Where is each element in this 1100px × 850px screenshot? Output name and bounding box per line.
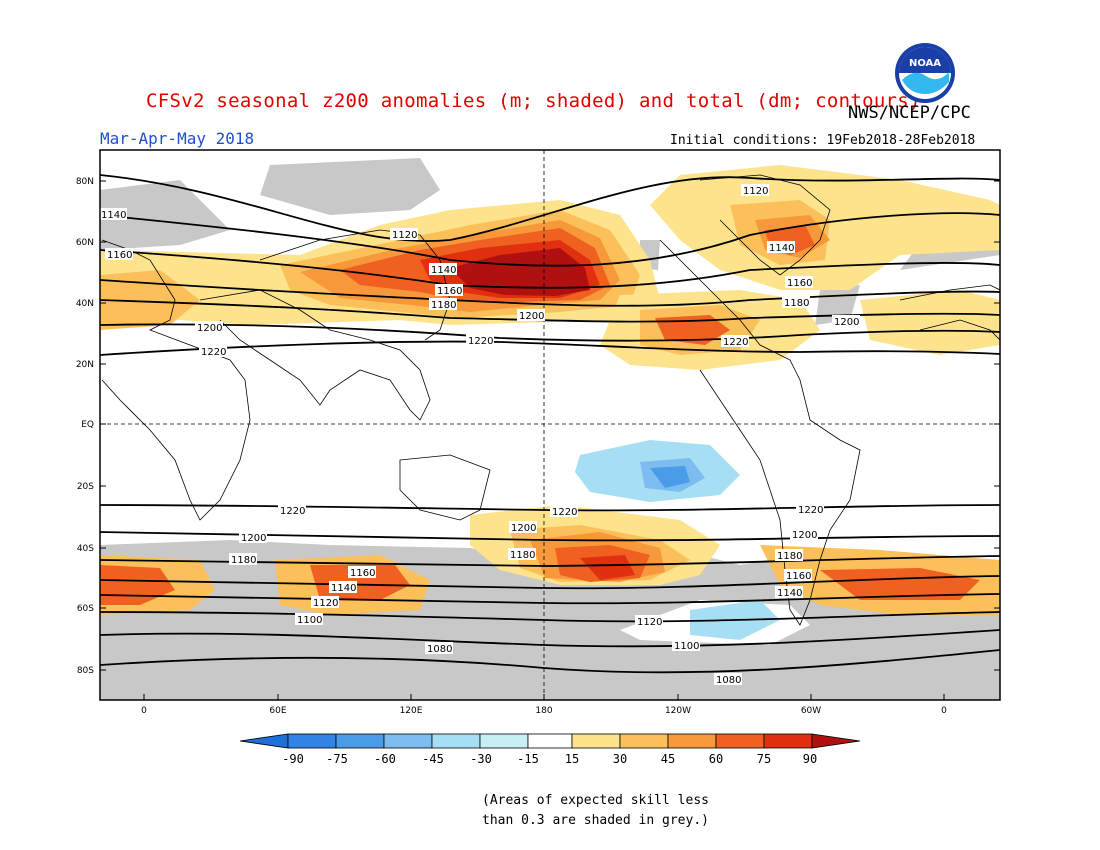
contour-label: 1180 <box>777 551 802 562</box>
contour-label: 1180 <box>510 550 535 561</box>
legend-tick: 45 <box>661 752 675 766</box>
legend-swatch <box>287 733 337 749</box>
contour-label: 1220 <box>468 336 493 347</box>
map-frame <box>99 149 1001 701</box>
legend-tick: -15 <box>517 752 539 766</box>
contour-label: 1220 <box>798 505 823 516</box>
contour-label: 1080 <box>716 675 741 686</box>
contour-label: 1120 <box>392 230 417 241</box>
legend-tick: -45 <box>422 752 444 766</box>
contour-label: 1160 <box>107 250 132 261</box>
contour-label: 1080 <box>427 644 452 655</box>
noaa-logo: NOAA <box>895 43 955 103</box>
contour-label: 1200 <box>792 530 817 541</box>
lat-label: 40N <box>76 299 94 309</box>
contour-label: 1180 <box>431 300 456 311</box>
legend-swatch <box>431 733 481 749</box>
contour-label: 1220 <box>552 507 577 518</box>
legend-tick: 60 <box>709 752 723 766</box>
lat-label: 60N <box>76 238 94 248</box>
contour-label: 1140 <box>331 583 356 594</box>
contour-label: 1140 <box>777 588 802 599</box>
legend-tick: 90 <box>803 752 817 766</box>
legend-swatch <box>571 733 621 749</box>
legend-tick: -75 <box>326 752 348 766</box>
lon-label: 0 <box>941 706 947 716</box>
contour-label: 1200 <box>511 523 536 534</box>
lon-label: 180 <box>535 706 552 716</box>
contour-label: 1160 <box>786 571 811 582</box>
contour-label: 1140 <box>101 210 126 221</box>
lon-label: 0 <box>141 706 147 716</box>
axis-labels: 80N 60N 40N 20N EQ 20S 40S 60S 80S 0 60E… <box>76 177 1000 716</box>
contour-label: 1180 <box>784 298 809 309</box>
legend-tick: 75 <box>757 752 771 766</box>
contour-labels: 1140 1160 1200 1220 1120 1140 1160 1180 … <box>99 184 860 686</box>
contour-label: 1200 <box>834 317 859 328</box>
lat-label: 20N <box>76 360 94 370</box>
contour-label: 1120 <box>743 186 768 197</box>
color-legend: -90 -75 -60 -45 -30 -15 15 30 45 60 75 9… <box>239 733 861 766</box>
contour-label: 1120 <box>313 598 338 609</box>
legend-swatch <box>335 733 385 749</box>
contour-label: 1220 <box>280 506 305 517</box>
agency-label: NWS/NCEP/CPC <box>848 103 971 123</box>
lon-label: 120E <box>400 706 423 716</box>
contour-label: 1200 <box>241 533 266 544</box>
legend-swatch <box>479 733 529 749</box>
contour-label: 1220 <box>723 337 748 348</box>
skill-note-line2: than 0.3 are shaded in grey.) <box>482 813 709 828</box>
lat-label: 80N <box>76 177 94 187</box>
legend-swatch <box>667 733 717 749</box>
lon-label: 60W <box>801 706 821 716</box>
contour-label: 1180 <box>231 555 256 566</box>
contour-label: 1160 <box>437 286 462 297</box>
lat-label: 20S <box>77 482 94 492</box>
contour-label: 1220 <box>201 347 226 358</box>
chart-title: CFSv2 seasonal z200 anomalies (m; shaded… <box>146 90 921 112</box>
contour-label: 1120 <box>637 617 662 628</box>
lat-label: 80S <box>77 666 94 676</box>
legend-tick: 15 <box>565 752 579 766</box>
lat-label: EQ <box>81 420 94 430</box>
lon-label: 60E <box>269 706 286 716</box>
legend-swatch <box>383 733 433 749</box>
legend-swatch <box>527 733 573 749</box>
contour-label: 1100 <box>297 615 322 626</box>
legend-swatch <box>763 733 813 749</box>
lon-label: 120W <box>665 706 691 716</box>
legend-arrow-low <box>239 733 289 749</box>
legend-arrow-high <box>811 733 861 749</box>
legend-tick: -60 <box>374 752 396 766</box>
contour-label: 1200 <box>519 311 544 322</box>
forecast-period: Mar-Apr-May 2018 <box>100 129 255 148</box>
lat-label: 40S <box>77 544 94 554</box>
legend-tick: -30 <box>470 752 492 766</box>
contour-label: 1160 <box>787 278 812 289</box>
logo-text: NOAA <box>909 58 941 69</box>
contour-label: 1160 <box>350 568 375 579</box>
legend-swatch <box>715 733 765 749</box>
contour-label: 1140 <box>431 265 456 276</box>
contour-label: 1140 <box>769 243 794 254</box>
contour-label: 1100 <box>674 641 699 652</box>
lat-label: 60S <box>77 604 94 614</box>
legend-swatch <box>619 733 669 749</box>
legend-tick: 30 <box>613 752 627 766</box>
initial-conditions: Initial conditions: 19Feb2018-28Feb2018 <box>670 133 976 148</box>
skill-note-line1: (Areas of expected skill less <box>482 793 709 808</box>
legend-tick: -90 <box>282 752 304 766</box>
contour-label: 1200 <box>197 323 222 334</box>
